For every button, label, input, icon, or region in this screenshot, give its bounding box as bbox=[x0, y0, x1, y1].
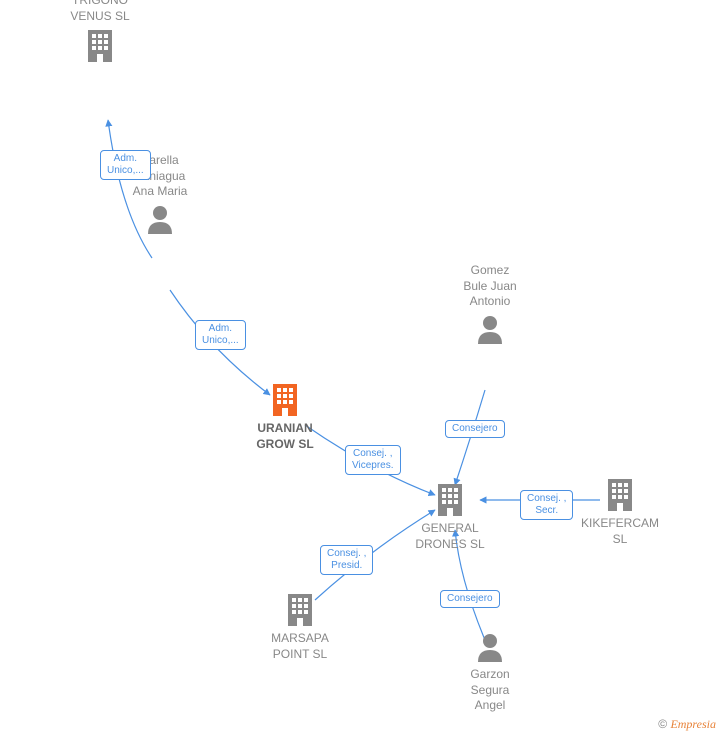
edge-label-barella-trigono: Adm. Unico,... bbox=[100, 150, 151, 180]
edge-label-uranian-general: Consej. , Vicepres. bbox=[345, 445, 401, 475]
edge-label-kikefercam-general: Consej. , Secr. bbox=[520, 490, 573, 520]
person-icon bbox=[476, 632, 504, 667]
credit-prefix: © bbox=[658, 717, 670, 731]
edges-layer bbox=[0, 0, 728, 740]
node-trigono[interactable]: TRIGONO VENUS SL bbox=[50, 0, 150, 67]
edge-label-barella-uranian: Adm. Unico,... bbox=[195, 320, 246, 350]
node-uranian[interactable]: URANIAN GROW SL bbox=[235, 378, 335, 452]
edge-label-garzon-general: Consejero bbox=[440, 590, 500, 608]
node-label: URANIAN GROW SL bbox=[235, 421, 335, 452]
credit: © Empresia bbox=[658, 717, 716, 732]
node-kikefercam[interactable]: KIKEFERCAM SL bbox=[570, 473, 670, 547]
node-label: KIKEFERCAM SL bbox=[570, 516, 670, 547]
node-marsapa[interactable]: MARSAPA POINT SL bbox=[250, 588, 350, 662]
edge-label-gomez-general: Consejero bbox=[445, 420, 505, 438]
person-icon bbox=[476, 314, 504, 349]
building-icon bbox=[284, 592, 316, 631]
credit-brand: Empresia bbox=[670, 717, 716, 731]
node-general[interactable]: GENERAL DRONES SL bbox=[400, 478, 500, 552]
building-icon bbox=[434, 482, 466, 521]
edge-label-marsapa-general: Consej. , Presid. bbox=[320, 545, 373, 575]
building-icon bbox=[84, 28, 116, 67]
node-label: Garzon Segura Angel bbox=[440, 667, 540, 714]
node-label: MARSAPA POINT SL bbox=[250, 631, 350, 662]
node-label: TRIGONO VENUS SL bbox=[50, 0, 150, 24]
node-garzon[interactable]: Garzon Segura Angel bbox=[440, 628, 540, 714]
node-gomez[interactable]: Gomez Bule Juan Antonio bbox=[440, 263, 540, 349]
node-label: GENERAL DRONES SL bbox=[400, 521, 500, 552]
node-label: Gomez Bule Juan Antonio bbox=[440, 263, 540, 310]
building-icon bbox=[269, 382, 301, 421]
person-icon bbox=[146, 204, 174, 239]
building-icon bbox=[604, 477, 636, 516]
